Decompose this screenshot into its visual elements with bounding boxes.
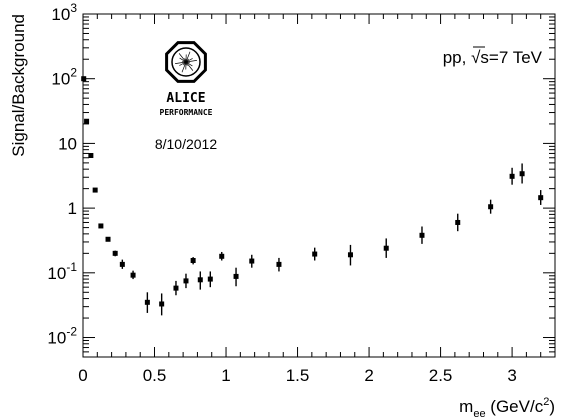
- logo-rays: [175, 51, 197, 73]
- y-tick-label: 102: [51, 66, 77, 89]
- data-point: [419, 232, 425, 238]
- data-point: [207, 276, 213, 282]
- data-point: [105, 236, 111, 242]
- data-point: [88, 153, 94, 159]
- data-point: [92, 187, 98, 193]
- collision-system-label: pp, √s=7 TeV: [443, 48, 543, 67]
- plot-frame: [82, 13, 556, 358]
- data-point: [190, 258, 196, 264]
- data-point: [81, 76, 87, 82]
- x-tick-label: 2.5: [429, 366, 453, 385]
- logo-ray: [179, 61, 187, 66]
- y-tick-label: 103: [51, 1, 77, 24]
- data-point: [119, 261, 125, 267]
- data-point: [84, 118, 90, 124]
- data-point: [538, 195, 544, 201]
- y-tick-label: 10-1: [47, 260, 77, 283]
- logo-ray: [181, 61, 187, 73]
- date-label: 8/10/2012: [155, 136, 217, 152]
- logo-ray: [178, 53, 187, 63]
- x-tick-labels: 0 0.5 1 1.5 2 2.5 3: [78, 366, 517, 385]
- y-tick-labels: 10-2 10-1 1 10 102 103: [47, 1, 77, 348]
- data-point: [383, 245, 389, 251]
- logo-ray: [185, 58, 193, 63]
- data-point: [488, 204, 494, 210]
- data-point: [219, 253, 225, 259]
- alice-logo: ALICE PERFORMANCE: [160, 41, 213, 117]
- y-tick-label: 1: [68, 199, 77, 218]
- x-tick-label: 0.5: [143, 366, 167, 385]
- data-point: [276, 261, 282, 267]
- y-tick-label: 10: [58, 134, 77, 153]
- y-tick-label: 10-2: [47, 325, 77, 348]
- logo-ray: [185, 60, 197, 63]
- logo-ring: [171, 47, 201, 77]
- logo-ray: [175, 61, 187, 64]
- x-tick-label: 3: [507, 366, 516, 385]
- data-point: [509, 173, 515, 179]
- x-tick-label: 1.5: [286, 366, 310, 385]
- data-point: [173, 285, 179, 291]
- axis-ticks: [82, 13, 556, 358]
- data-point: [197, 277, 203, 283]
- x-axis-title: mee (GeV/c2): [459, 396, 555, 418]
- logo-ray: [179, 57, 187, 63]
- logo-ray: [185, 61, 193, 67]
- logo-name: ALICE: [166, 91, 205, 106]
- data-point: [312, 251, 318, 257]
- data-point: [347, 252, 353, 258]
- data-points: [81, 76, 544, 316]
- data-point: [233, 273, 239, 279]
- data-point: [130, 272, 136, 278]
- data-point: [455, 219, 461, 225]
- data-point: [159, 301, 165, 307]
- data-point: [98, 223, 104, 229]
- y-axis-title: Signal/Background: [9, 14, 28, 157]
- x-tick-label: 1: [221, 366, 230, 385]
- data-point: [144, 299, 150, 305]
- logo-ray: [185, 61, 194, 71]
- data-point: [183, 278, 189, 284]
- logo-ray: [185, 51, 191, 63]
- x-tick-label: 2: [364, 366, 373, 385]
- data-point: [112, 250, 118, 256]
- x-tick-label: 0: [78, 366, 87, 385]
- data-point: [249, 258, 255, 264]
- logo-subtitle: PERFORMANCE: [160, 108, 213, 117]
- data-point: [519, 171, 525, 177]
